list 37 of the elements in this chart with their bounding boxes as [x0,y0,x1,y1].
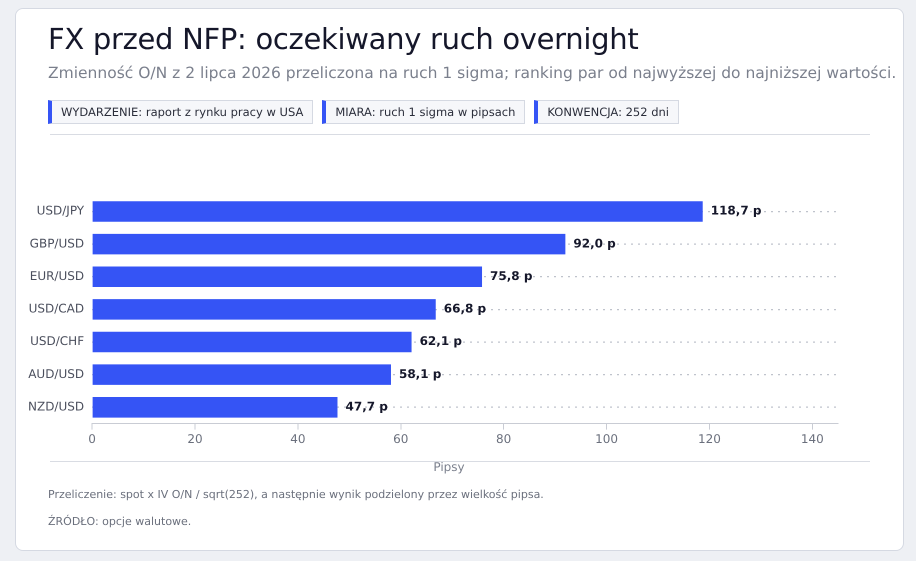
data-label: 92,0 p [573,236,616,250]
data-label: 118,7 p [710,204,762,218]
text: WYDARZENIE: raport z rynku pracy w USA [48,100,314,124]
y-tick-label: EUR/USD [30,268,84,283]
y-tick-label: USD/JPY [36,204,85,218]
bar [92,266,482,288]
x-tick-label: 60 [393,432,408,446]
y-tick-label: AUD/USD [28,366,84,381]
chart-title: FX przed NFP: oczekiwany ruch overnight [48,22,638,56]
x-tick-label: 80 [496,432,512,446]
data-label: 66,8 p [444,302,487,316]
bar [92,234,566,254]
y-tick-label: USD/CAD [28,302,84,316]
data-label: 47,7 p [345,399,388,414]
x-tick-label: 40 [290,432,306,446]
text: MIARA: ruch 1 sigma w pipsach [322,100,526,124]
x-tick-label: 100 [595,432,618,446]
x-tick-label: 0 [88,432,96,446]
bar [92,332,412,352]
x-tick-label: 140 [800,432,824,446]
x-axis-title: Pipsy [432,460,466,474]
x-tick-label: 120 [698,432,721,446]
data-label: 75,8 p [490,268,533,283]
chart-subtitle: Zmienność O/N z 2 lipca 2026 przeliczona na ruch 1 sigma; ranking par od najwyższej do najniższej wartości. [48,64,896,82]
data-label: 58,1 p [398,366,442,381]
text: ŹRÓDŁO: opcje walutowe. [48,515,192,528]
x-tick-label: 20 [187,432,203,446]
bar [92,201,703,222]
y-tick-label: USD/CHF [30,334,84,348]
y-tick-label: NZD/USD [28,399,84,414]
bar [92,397,338,418]
text: KONWENCJA: 252 dni [534,100,679,124]
text: Przeliczenie: spot x IV O/N / sqrt(252), a następnie wynik podzielony przez wielkość pipsa. [48,488,544,501]
y-tick-label: GBP/USD [30,236,84,250]
bar [92,364,391,385]
bar [92,299,436,320]
data-label: 62,1 p [420,334,462,348]
